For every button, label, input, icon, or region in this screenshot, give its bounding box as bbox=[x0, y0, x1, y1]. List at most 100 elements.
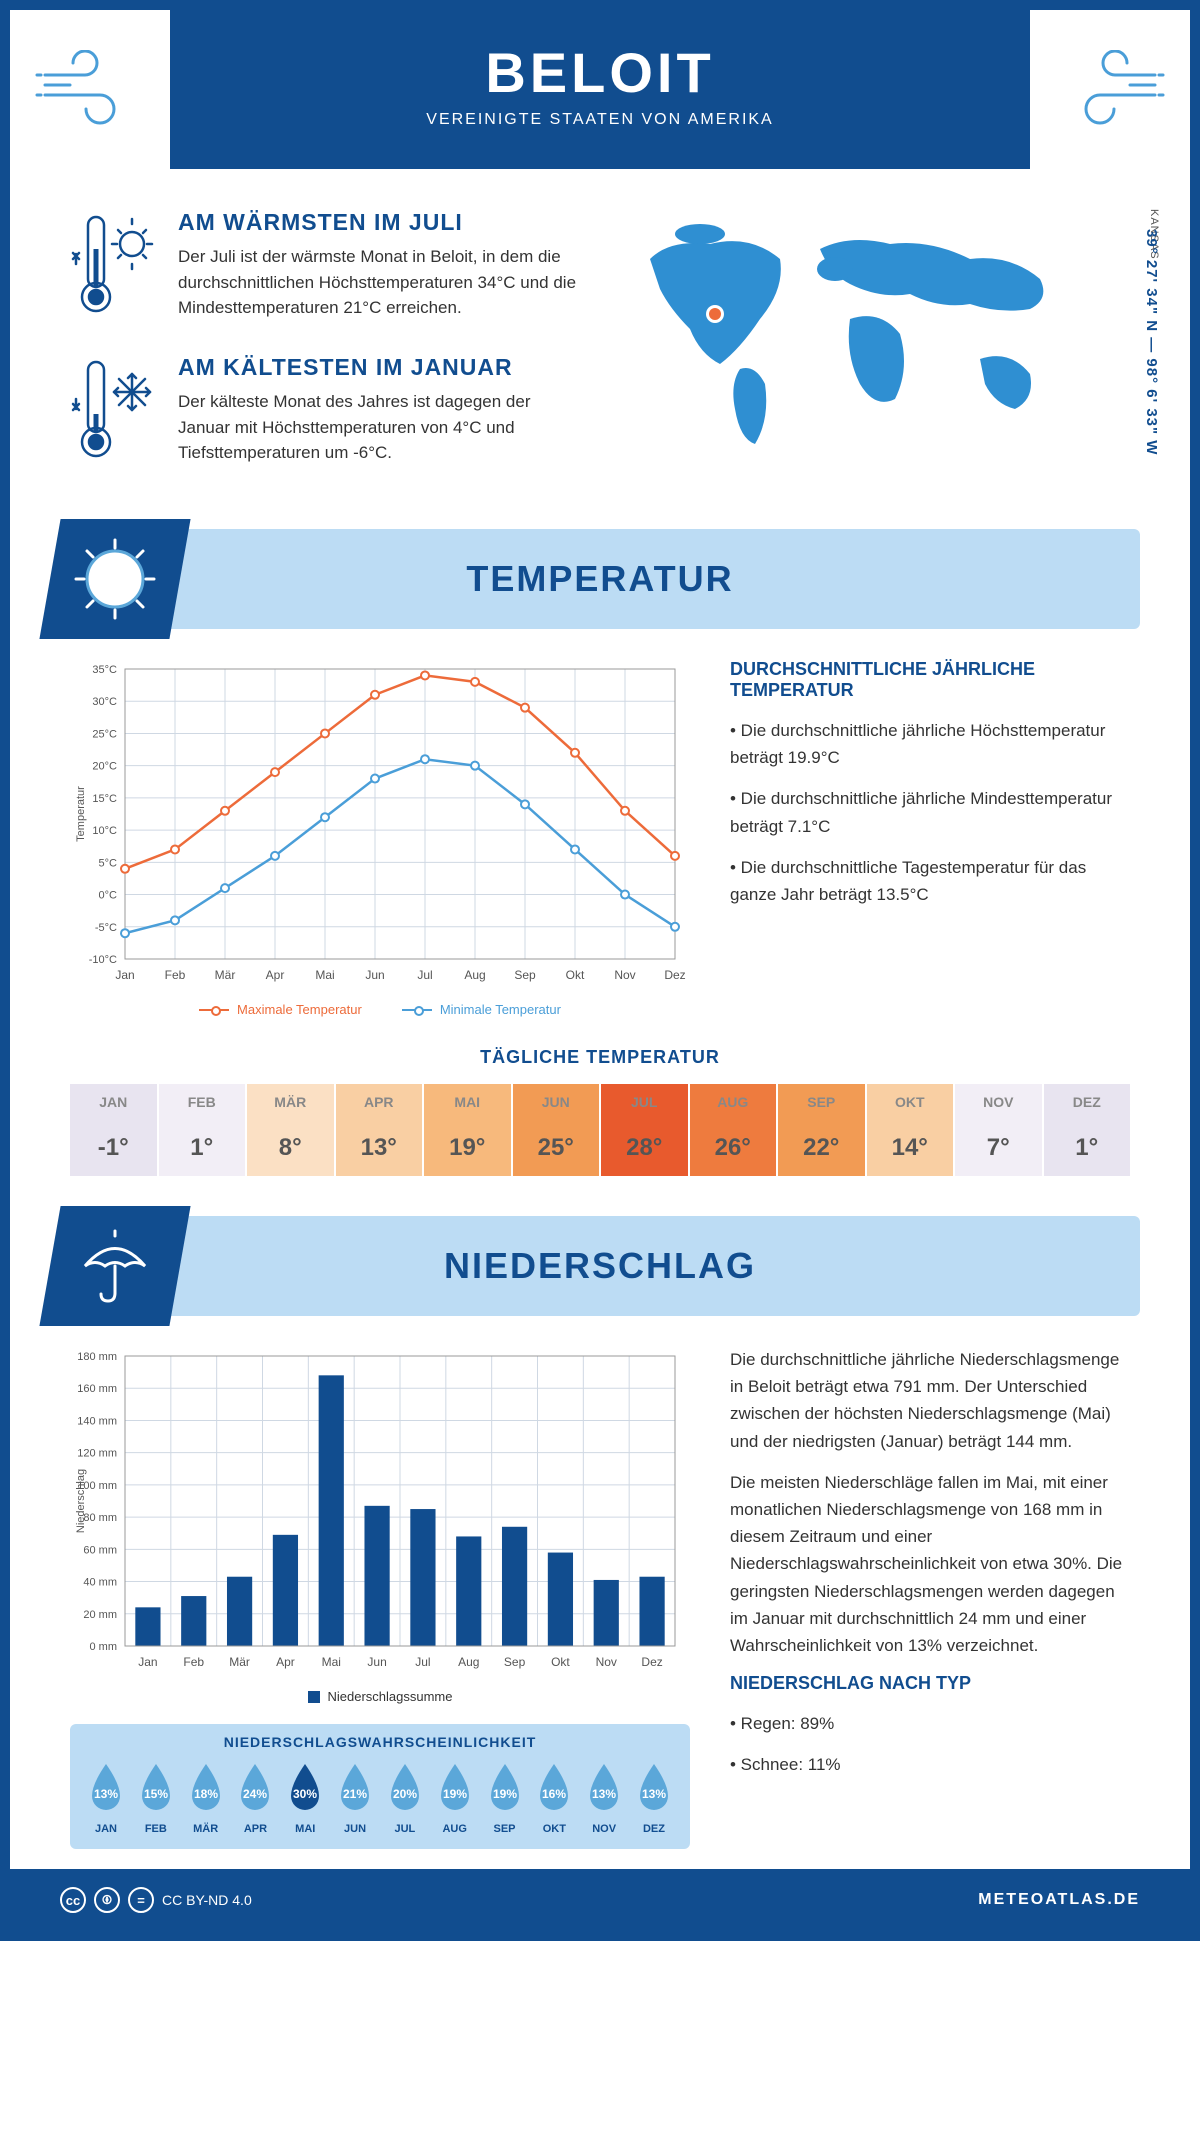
svg-text:Jul: Jul bbox=[417, 968, 432, 982]
warmest-text: Der Juli ist der wärmste Monat in Beloit… bbox=[178, 244, 580, 321]
temp-cell: OKT14° bbox=[867, 1084, 956, 1176]
svg-text:Mär: Mär bbox=[215, 968, 236, 982]
svg-text:35°C: 35°C bbox=[92, 664, 117, 676]
intro-section: AM WÄRMSTEN IM JULI Der Juli ist der wär… bbox=[10, 169, 1190, 529]
svg-text:Jun: Jun bbox=[365, 968, 384, 982]
svg-text:19%: 19% bbox=[492, 1787, 516, 1801]
temp-cell: JUL28° bbox=[601, 1084, 690, 1176]
temp-cell: FEB1° bbox=[159, 1084, 248, 1176]
drop-item: 30% MAI bbox=[283, 1760, 327, 1835]
daily-temp-strip: JAN-1°FEB1°MÄR8°APR13°MAI19°JUN25°JUL28°… bbox=[70, 1084, 1130, 1176]
precip-type-title: NIEDERSCHLAG NACH TYP bbox=[730, 1673, 1130, 1694]
drop-item: 15% FEB bbox=[134, 1760, 178, 1835]
svg-text:Dez: Dez bbox=[641, 1655, 662, 1669]
drop-item: 18% MÄR bbox=[184, 1760, 228, 1835]
svg-text:Temperatur: Temperatur bbox=[75, 786, 87, 842]
license-text: CC BY-ND 4.0 bbox=[162, 1892, 252, 1908]
svg-text:Jul: Jul bbox=[415, 1655, 430, 1669]
avg-temp-b1: • Die durchschnittliche jährliche Höchst… bbox=[730, 717, 1130, 771]
svg-text:19%: 19% bbox=[443, 1787, 467, 1801]
drop-item: 19% AUG bbox=[433, 1760, 477, 1835]
drop-item: 21% JUN bbox=[333, 1760, 377, 1835]
by-icon: 🅯 bbox=[94, 1887, 120, 1913]
precipitation-bar-chart: 0 mm20 mm40 mm60 mm80 mm100 mm120 mm140 … bbox=[70, 1346, 690, 1676]
svg-text:13%: 13% bbox=[94, 1787, 118, 1801]
temp-cell: DEZ1° bbox=[1044, 1084, 1131, 1176]
svg-text:Dez: Dez bbox=[664, 968, 685, 982]
drop-item: 13% NOV bbox=[582, 1760, 626, 1835]
umbrella-icon bbox=[39, 1206, 190, 1326]
drop-item: 16% OKT bbox=[532, 1760, 576, 1835]
svg-text:0°C: 0°C bbox=[99, 890, 118, 902]
temperature-content: -10°C-5°C0°C5°C10°C15°C20°C25°C30°C35°CJ… bbox=[10, 629, 1190, 1037]
svg-text:Aug: Aug bbox=[464, 968, 485, 982]
svg-text:Jan: Jan bbox=[138, 1655, 157, 1669]
avg-temp-b2: • Die durchschnittliche jährliche Mindes… bbox=[730, 785, 1130, 839]
svg-text:Jun: Jun bbox=[367, 1655, 386, 1669]
sun-icon bbox=[39, 519, 190, 639]
header: BELOIT VEREINIGTE STAATEN VON AMERIKA bbox=[10, 10, 1190, 169]
wind-icon-left bbox=[10, 10, 170, 170]
svg-text:5°C: 5°C bbox=[99, 857, 118, 869]
svg-text:Feb: Feb bbox=[183, 1655, 204, 1669]
svg-text:15%: 15% bbox=[144, 1787, 168, 1801]
svg-text:20°C: 20°C bbox=[92, 761, 117, 773]
drop-item: 20% JUL bbox=[383, 1760, 427, 1835]
nd-icon: = bbox=[128, 1887, 154, 1913]
temp-cell: SEP22° bbox=[778, 1084, 867, 1176]
temp-cell: APR13° bbox=[336, 1084, 425, 1176]
temp-cell: MAI19° bbox=[424, 1084, 513, 1176]
precipitation-heading: NIEDERSCHLAG bbox=[444, 1245, 756, 1287]
svg-text:16%: 16% bbox=[542, 1787, 566, 1801]
warmest-block: AM WÄRMSTEN IM JULI Der Juli ist der wär… bbox=[70, 209, 580, 324]
svg-text:Okt: Okt bbox=[551, 1655, 570, 1669]
temp-cell: JUN25° bbox=[513, 1084, 602, 1176]
svg-text:Sep: Sep bbox=[514, 968, 536, 982]
svg-text:-10°C: -10°C bbox=[89, 954, 117, 966]
temperature-heading: TEMPERATUR bbox=[466, 558, 733, 600]
world-map: KANSAS 39° 27' 34" N — 98° 6' 33" W bbox=[620, 209, 1130, 474]
drop-item: 19% SEP bbox=[483, 1760, 527, 1835]
city-title: BELOIT bbox=[30, 40, 1170, 105]
thermometer-cold-icon bbox=[70, 354, 160, 469]
precip-rain: • Regen: 89% bbox=[730, 1710, 1130, 1737]
avg-temp-b3: • Die durchschnittliche Tagestemperatur … bbox=[730, 854, 1130, 908]
svg-text:30°C: 30°C bbox=[92, 696, 117, 708]
coldest-text: Der kälteste Monat des Jahres ist dagege… bbox=[178, 389, 580, 466]
warmest-title: AM WÄRMSTEN IM JULI bbox=[178, 209, 580, 236]
svg-text:13%: 13% bbox=[592, 1787, 616, 1801]
precipitation-banner: NIEDERSCHLAG bbox=[60, 1216, 1140, 1316]
svg-text:140 mm: 140 mm bbox=[77, 1415, 117, 1427]
temperature-banner: TEMPERATUR bbox=[60, 529, 1140, 629]
svg-text:Feb: Feb bbox=[165, 968, 186, 982]
legend-min: Minimale Temperatur bbox=[440, 1002, 561, 1017]
probability-box: NIEDERSCHLAGSWAHRSCHEINLICHKEIT 13% JAN … bbox=[70, 1724, 690, 1849]
coldest-title: AM KÄLTESTEN IM JANUAR bbox=[178, 354, 580, 381]
svg-text:Aug: Aug bbox=[458, 1655, 479, 1669]
svg-text:Mai: Mai bbox=[322, 1655, 341, 1669]
precip-snow: • Schnee: 11% bbox=[730, 1751, 1130, 1778]
svg-text:Mai: Mai bbox=[315, 968, 334, 982]
drop-item: 13% DEZ bbox=[632, 1760, 676, 1835]
svg-text:21%: 21% bbox=[343, 1787, 367, 1801]
site-name: METEOATLAS.DE bbox=[978, 1891, 1140, 1909]
footer: cc 🅯 = CC BY-ND 4.0 METEOATLAS.DE bbox=[10, 1869, 1190, 1931]
probability-title: NIEDERSCHLAGSWAHRSCHEINLICHKEIT bbox=[84, 1734, 676, 1750]
svg-text:Niederschlag: Niederschlag bbox=[75, 1469, 87, 1533]
svg-text:15°C: 15°C bbox=[92, 793, 117, 805]
svg-text:Okt: Okt bbox=[566, 968, 585, 982]
svg-text:Sep: Sep bbox=[504, 1655, 526, 1669]
wind-icon-right bbox=[1030, 10, 1190, 170]
cc-icon: cc bbox=[60, 1887, 86, 1913]
svg-text:18%: 18% bbox=[194, 1787, 218, 1801]
drop-item: 13% JAN bbox=[84, 1760, 128, 1835]
temp-cell: AUG26° bbox=[690, 1084, 779, 1176]
svg-text:Apr: Apr bbox=[276, 1655, 295, 1669]
drop-item: 24% APR bbox=[233, 1760, 277, 1835]
precip-p2: Die meisten Niederschläge fallen im Mai,… bbox=[730, 1469, 1130, 1659]
svg-text:24%: 24% bbox=[243, 1787, 267, 1801]
infographic-frame: BELOIT VEREINIGTE STAATEN VON AMERIKA bbox=[0, 0, 1200, 1941]
svg-text:Jan: Jan bbox=[115, 968, 134, 982]
temp-chart-legend: Maximale Temperatur Minimale Temperatur bbox=[70, 1002, 690, 1017]
daily-temp-title: TÄGLICHE TEMPERATUR bbox=[10, 1047, 1190, 1068]
